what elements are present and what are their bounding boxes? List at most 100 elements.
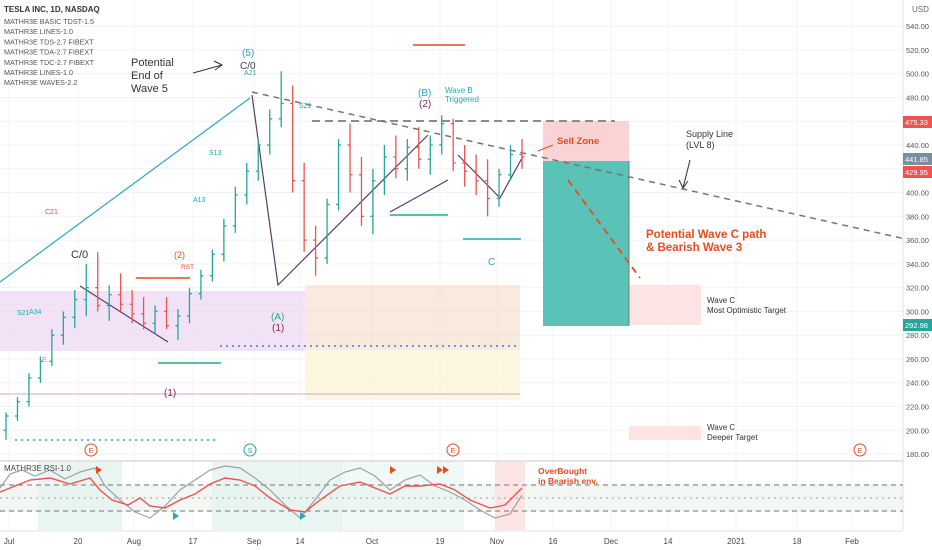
x-tick-label: 14 (296, 537, 305, 546)
s13-label: S13 (209, 150, 222, 157)
wave5-label: (5) (242, 48, 254, 59)
date-axis: Jul 20 Aug 17 Sep 14 Oct 19 Nov 16 Dec 14 2021 18 Feb (4, 537, 860, 546)
x-tick-label: Nov (490, 537, 504, 546)
x-tick-label: 16 (549, 537, 558, 546)
deeper-target-zone (629, 426, 701, 440)
waveC-opt-1: Wave C (707, 296, 735, 305)
x-tick-label: 2021 (727, 537, 745, 546)
rsi-note-1: OverBought (538, 466, 587, 476)
potential-end-1: Potential (131, 57, 174, 69)
marker-circle (446, 443, 460, 457)
indicator-label: MATHR3E WAVES-2.2 (4, 78, 77, 87)
yellow-zone (305, 350, 520, 400)
a21-label: A21 (244, 70, 257, 77)
marker-label: E (89, 448, 94, 455)
marker-circle (84, 443, 98, 457)
y-tick-label: 360.00 (906, 236, 929, 245)
waveB-trig-1: Wave B (445, 86, 473, 95)
price-axis: 540.00520.00500.00480.00460.00440.00420.… (902, 0, 932, 550)
price-tag-label: 429.95 (905, 168, 928, 177)
y-tick-label: 320.00 (906, 284, 929, 293)
rsi-triangle-marker (443, 466, 449, 474)
a13-label: A13 (193, 197, 206, 204)
y-tick-label: 520.00 (906, 46, 929, 55)
x-tick-label: Dec (604, 537, 618, 546)
price-tag-bg (903, 153, 932, 165)
y-tick-label: 280.00 (906, 331, 929, 340)
wave1b-label: (1) (164, 388, 176, 399)
price-tag-label: 441.85 (905, 155, 928, 164)
wave2-label: (2) (419, 99, 431, 110)
purple-zone (0, 291, 305, 351)
y-tick-label: 200.00 (906, 426, 929, 435)
rsi-gray-line (0, 465, 523, 519)
rsi-triangle-marker (300, 512, 306, 520)
y-tick-label: 340.00 (906, 260, 929, 269)
waveC-deep-1: Wave C (707, 423, 735, 432)
marker-label: E (451, 448, 456, 455)
x-tick-label: Oct (366, 537, 379, 546)
wave-path (79, 285, 169, 343)
indicator-label: MATHR3E BASIC TDST-1.5 (4, 17, 94, 26)
c-label: C (488, 257, 495, 268)
waveC-deep-2: Deeper Target (707, 433, 758, 442)
potential-end-arrowhead (213, 60, 223, 71)
wave2-left-label: (2) (174, 250, 185, 260)
c21-label: C21 (45, 209, 58, 216)
price-tag-label: 475.33 (905, 118, 928, 127)
potential-end-2: End of (131, 70, 164, 82)
x-tick-label: 18 (793, 537, 802, 546)
waveB-label: (B) (418, 88, 431, 99)
rsi-triangle-marker (173, 512, 179, 520)
y-tick-label: 440.00 (906, 141, 929, 150)
wave1a-label: (1) (272, 323, 284, 334)
optimistic-target-zone (629, 285, 701, 325)
marker-circle (243, 443, 257, 457)
y-tick-label: 300.00 (906, 307, 929, 316)
wave-path-2 (251, 94, 429, 287)
marker-label: E (858, 448, 863, 455)
rsi-triangle-marker (390, 466, 396, 474)
rsi-markers (96, 466, 449, 520)
cyan-wave-line (0, 97, 251, 283)
indicator-label: MATHR3E LINES-1.0 (4, 68, 73, 77)
potential-end-3: Wave 5 (131, 83, 168, 95)
c0-left-label: C/0 (71, 249, 88, 261)
marker-circle (853, 443, 867, 457)
e-left-label: E (42, 357, 47, 364)
rsi-triangle-marker (437, 466, 443, 474)
a34-label: A34 (29, 309, 42, 316)
potential-end-arrow (192, 64, 223, 74)
x-tick-label: Jul (4, 537, 14, 546)
price-tag-bg (903, 166, 932, 178)
y-tick-label: 540.00 (906, 22, 929, 31)
indicator-label: MATHR3E LINES-1.0 (4, 27, 73, 36)
x-tick-label: 14 (664, 537, 673, 546)
y-tick-label: 400.00 (906, 189, 929, 198)
x-tick-label: Aug (127, 537, 141, 546)
y-tick-label: 180.00 (906, 450, 929, 459)
y-tick-label: 380.00 (906, 212, 929, 221)
rsi-note-2: in Bearish env. (538, 476, 598, 486)
rsi-red-line (0, 477, 523, 513)
path-arrow (567, 179, 641, 279)
supply-line-label-1: Supply Line (686, 129, 733, 139)
symbol-title: TESLA INC, 1D, NASDAQ (4, 5, 100, 14)
price-tags: 475.33 441.85 429.95 292.98 (903, 116, 932, 331)
x-tick-label: 20 (74, 537, 83, 546)
rsi-title: MATHR3E RSI-1.0 (4, 464, 72, 473)
wave-path-3 (389, 179, 449, 213)
supply-line-arrowhead (678, 179, 689, 189)
s21-top-label: S21 (299, 103, 312, 110)
sell-zone-arrow (537, 144, 554, 152)
supply-line-arrow (682, 159, 691, 189)
y-tick-label: 480.00 (906, 93, 929, 102)
x-tick-label: Sep (247, 537, 262, 546)
marker-label: S (248, 448, 253, 455)
y-tick-label: 220.00 (906, 403, 929, 412)
price-tag-bg (903, 319, 932, 331)
rsi-shade-2 (212, 462, 342, 530)
c0-top-label: C/0 (240, 61, 256, 72)
